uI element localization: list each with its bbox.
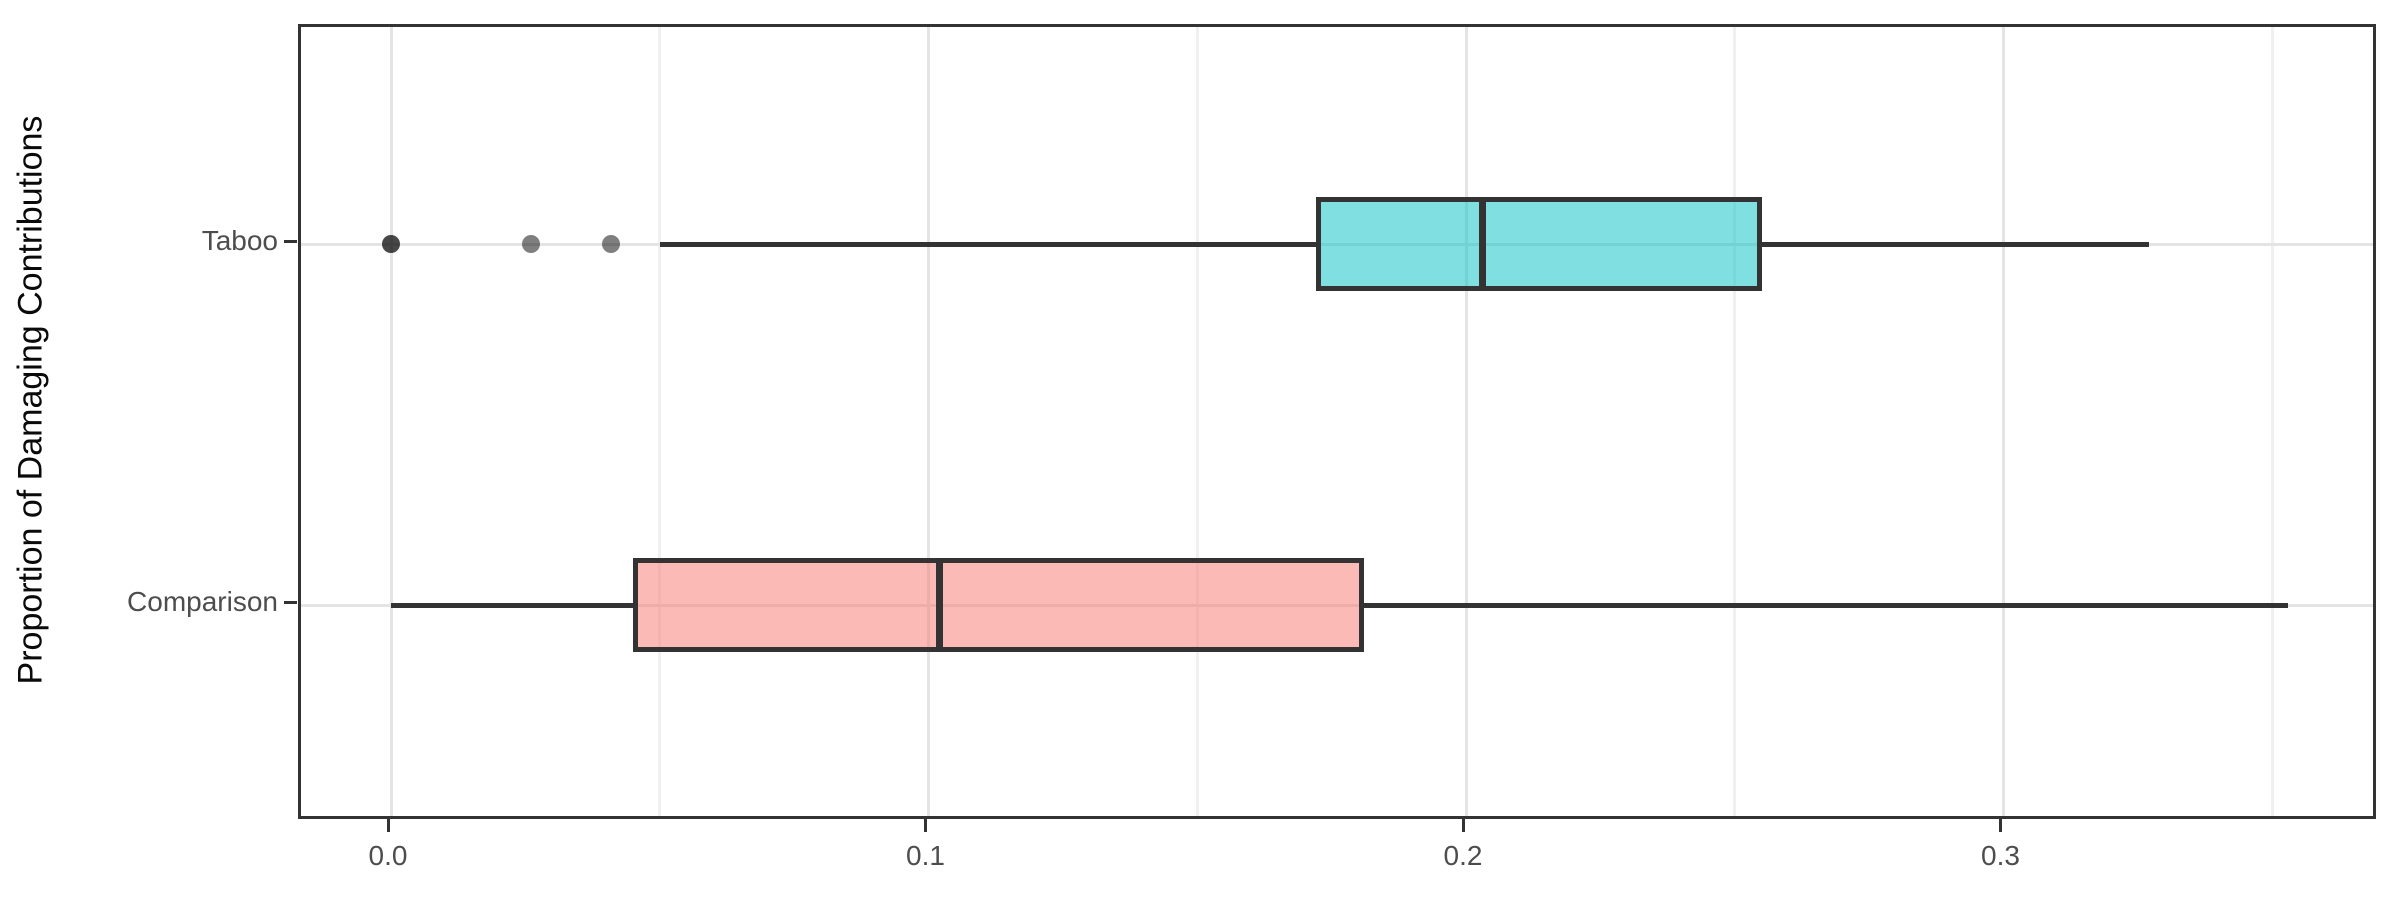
outlier-point: [382, 235, 400, 253]
outlier-point: [602, 235, 621, 253]
x-minor-gridline: [658, 27, 662, 816]
x-minor-gridline: [2270, 27, 2274, 816]
y-tick-mark: [284, 600, 297, 604]
whisker-lower: [659, 241, 1316, 247]
x-tick-label: 0.2: [1443, 840, 1483, 871]
box-comparison: [632, 558, 1364, 652]
x-tick-mark: [1461, 819, 1465, 832]
median-line: [935, 563, 943, 647]
x-major-gridline: [1464, 27, 1468, 816]
whisker-upper: [1761, 241, 2149, 247]
x-major-gridline: [927, 27, 930, 816]
x-tick-mark: [386, 819, 390, 832]
y-tick-label: Comparison: [127, 586, 278, 617]
x-tick-label: 0.0: [368, 840, 408, 871]
plot-panel: [298, 24, 2376, 819]
median-line: [1478, 202, 1486, 286]
outlier-point: [521, 235, 540, 253]
y-tick-mark: [284, 239, 297, 243]
x-tick-mark: [924, 819, 927, 832]
whisker-lower: [391, 602, 633, 608]
box-taboo: [1315, 197, 1762, 291]
x-tick-label: 0.1: [906, 840, 945, 871]
x-major-gridline: [2002, 27, 2005, 816]
x-minor-gridline: [1195, 27, 1199, 816]
x-minor-gridline: [1733, 27, 1737, 816]
x-major-gridline: [389, 27, 393, 816]
y-tick-label: Taboo: [201, 225, 278, 256]
x-tick-label: 0.3: [1981, 840, 2020, 871]
x-tick-mark: [1999, 819, 2002, 832]
whisker-upper: [1363, 602, 2289, 608]
